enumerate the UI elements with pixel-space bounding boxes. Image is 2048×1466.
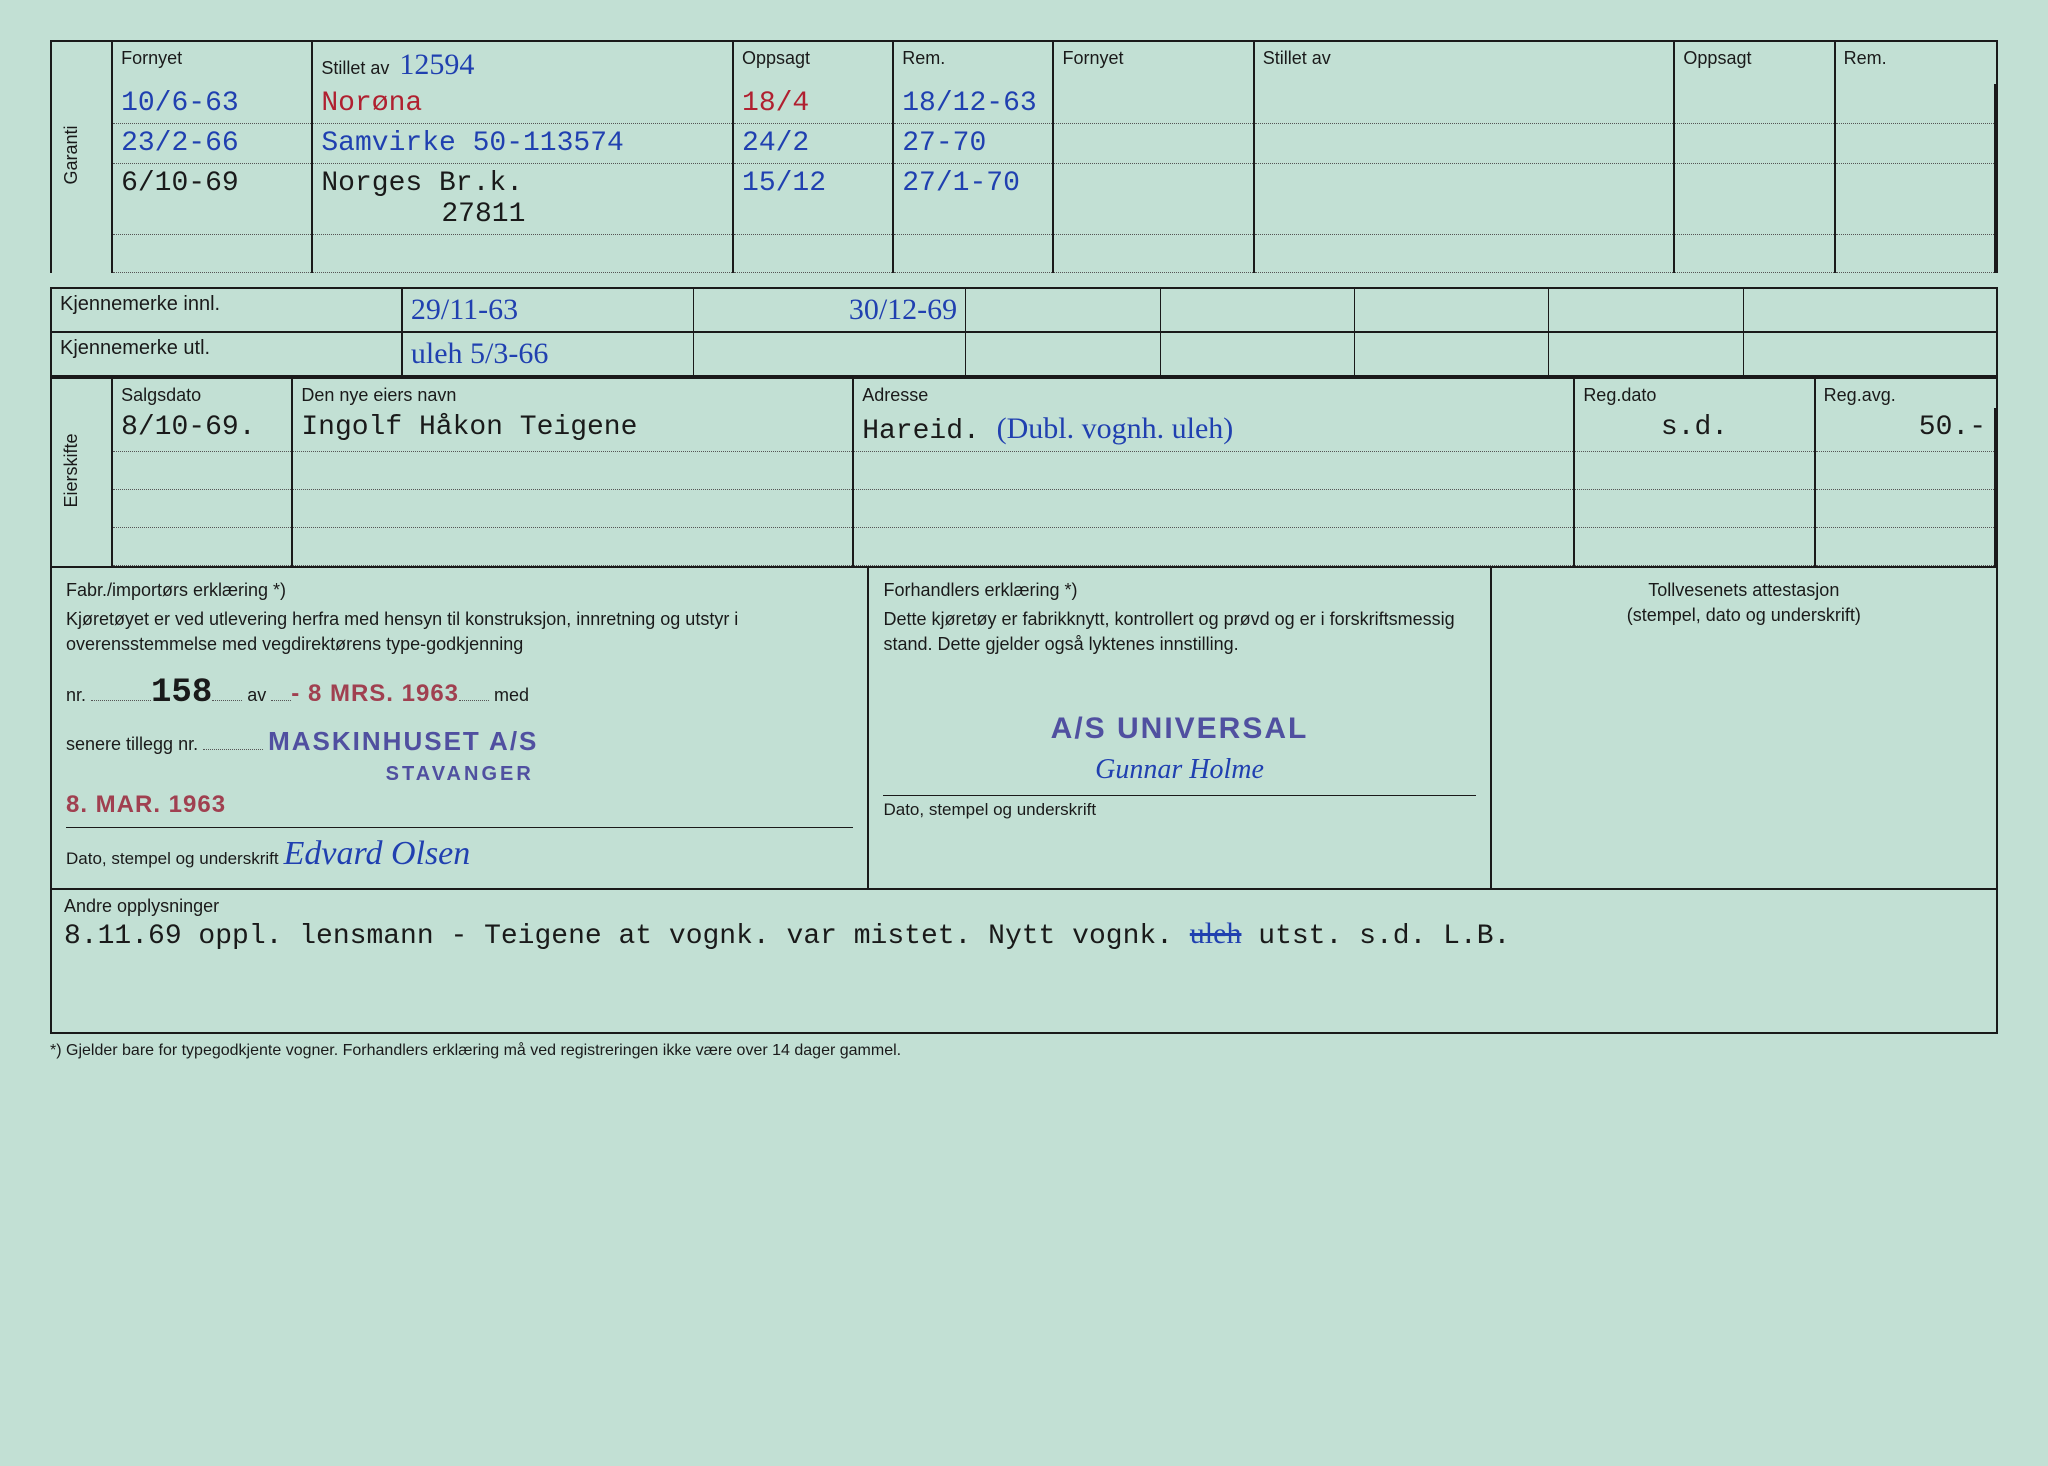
eier-row-3 (52, 490, 1995, 528)
col-rem: Rem. (893, 42, 1053, 84)
fabr-title: Fabr./importørs erklæring *) (66, 578, 853, 603)
footnote: *) Gjelder bare for typegodkjente vogner… (50, 1034, 1998, 1060)
andre-opplysninger-section: Andre opplysninger 8.11.69 oppl. lensman… (50, 888, 1998, 1034)
g3-oppsagt: 15/12 (733, 164, 893, 235)
fabr-nr-val: 158 (151, 674, 212, 712)
g1-fornyet: 10/6-63 (112, 84, 312, 124)
maskinhuset-stamp: MASKINHUSET A/S (268, 726, 538, 756)
e1-dato: 8/10-69. (112, 408, 292, 452)
universal-stamp: A/S UNIVERSAL (883, 708, 1475, 750)
forh-signature: Gunnar Holme (883, 750, 1475, 789)
g2-oppsagt: 24/2 (733, 124, 893, 164)
g2-fornyet: 23/2-66 (112, 124, 312, 164)
e1-regdato: s.d. (1574, 408, 1814, 452)
forhandler-declaration: Forhandlers erklæring *) Dette kjøretøy … (868, 568, 1490, 888)
col-adresse: Adresse (853, 379, 1574, 408)
eierskifte-table: Eierskifte Salgsdato Den nye eiers navn … (52, 379, 1996, 566)
g2-stillet: Samvirke 50-113574 (312, 124, 733, 164)
g1-stillet: Norøna (312, 84, 733, 124)
garanti-header-row: Garanti Fornyet Stillet av 12594 Oppsagt… (52, 42, 1995, 84)
forh-sig-label: Dato, stempel og underskrift (883, 795, 1475, 822)
g1-oppsagt: 18/4 (733, 84, 893, 124)
toll-attestation: Tollvesenets attestasjon (stempel, dato … (1491, 568, 1996, 888)
kjenn-utl-val1: uleh 5/3-66 (402, 332, 694, 375)
garanti-vertical-label: Garanti (52, 42, 112, 273)
g3-fornyet: 6/10-69 (112, 164, 312, 235)
kjennemerke-table: Kjennemerke innl. 29/11-63 30/12-69 Kjen… (52, 289, 1996, 375)
garanti-table: Garanti Fornyet Stillet av 12594 Oppsagt… (52, 42, 1996, 273)
fabr-tillegg-line: senere tillegg nr. MASKINHUSET A/S (66, 723, 853, 759)
g2-rem: 27-70 (893, 124, 1053, 164)
garanti-row-4 (52, 235, 1995, 273)
declarations-section: Fabr./importørs erklæring *) Kjøretøyet … (50, 566, 1998, 888)
col-navn: Den nye eiers navn (292, 379, 853, 408)
andre-text: 8.11.69 oppl. lensmann - Teigene at vogn… (64, 917, 1984, 952)
col-oppsagt: Oppsagt (733, 42, 893, 84)
col-stillet-av2: Stillet av (1254, 42, 1675, 84)
fabr-body: Kjøretøyet er ved utlevering herfra med … (66, 607, 853, 657)
kjenn-utl-label: Kjennemerke utl. (52, 332, 402, 375)
fabr-declaration: Fabr./importørs erklæring *) Kjøretøyet … (52, 568, 868, 888)
declarations-table: Fabr./importørs erklæring *) Kjøretøyet … (52, 568, 1996, 888)
col-fornyet2: Fornyet (1053, 42, 1253, 84)
col-regdato: Reg.dato (1574, 379, 1814, 408)
fabr-date-stamp: 8. MAR. 1963 (66, 788, 853, 822)
forh-body: Dette kjøretøy er fabrikknytt, kontrolle… (883, 607, 1475, 657)
e1-navn: Ingolf Håkon Teigene (292, 408, 853, 452)
col-stillet-av: Stillet av 12594 (312, 42, 733, 84)
fabr-nr-line: nr. 158 av - 8 MRS. 1963 med (66, 670, 853, 718)
g3-rem: 27/1-70 (893, 164, 1053, 235)
kjenn-innl-val2: 30/12-69 (694, 289, 966, 332)
garanti-row-3: 6/10-69 Norges Br.k.27811 15/12 27/1-70 (52, 164, 1995, 235)
col-salgsdato: Salgsdato (112, 379, 292, 408)
stavanger-stamp: STAVANGER (66, 760, 853, 788)
kjenn-innl-val1: 29/11-63 (402, 289, 694, 332)
toll-sub: (stempel, dato og underskrift) (1506, 603, 1982, 628)
eierskifte-header-row: Eierskifte Salgsdato Den nye eiers navn … (52, 379, 1995, 408)
garanti-row-1: 10/6-63 Norøna 18/4 18/12-63 (52, 84, 1995, 124)
eier-row-1: 8/10-69. Ingolf Håkon Teigene Hareid. (D… (52, 408, 1995, 452)
eierskifte-section: Eierskifte Salgsdato Den nye eiers navn … (50, 377, 1998, 566)
garanti-section: Garanti Fornyet Stillet av 12594 Oppsagt… (50, 40, 1998, 273)
e1-adresse: Hareid. (Dubl. vognh. uleh) (853, 408, 1574, 452)
col-regavg: Reg.avg. (1815, 379, 1995, 408)
kjenn-innl-label: Kjennemerke innl. (52, 289, 402, 332)
fabr-av-val: - 8 MRS. 1963 (291, 680, 459, 707)
g3-stillet: Norges Br.k.27811 (312, 164, 733, 235)
fabr-sig-row: Dato, stempel og underskrift Edvard Olse… (66, 827, 853, 878)
kjenn-utl-row: Kjennemerke utl. uleh 5/3-66 (52, 332, 1996, 375)
g1-rem: 18/12-63 (893, 84, 1053, 124)
kjenn-innl-row: Kjennemerke innl. 29/11-63 30/12-69 (52, 289, 1996, 332)
kjennemerke-section: Kjennemerke innl. 29/11-63 30/12-69 Kjen… (50, 287, 1998, 377)
stillet-num-1: 12594 (399, 48, 474, 81)
andre-label: Andre opplysninger (64, 896, 1984, 917)
col-fornyet: Fornyet (112, 42, 312, 84)
col-oppsagt2: Oppsagt (1674, 42, 1834, 84)
eier-row-4 (52, 528, 1995, 566)
toll-title: Tollvesenets attestasjon (1506, 578, 1982, 603)
col-rem2: Rem. (1835, 42, 1995, 84)
fabr-signature: Edvard Olsen (284, 835, 471, 872)
eierskifte-vertical-label: Eierskifte (52, 379, 112, 566)
eier-row-2 (52, 452, 1995, 490)
andre-hand-correction: uleh (1190, 917, 1242, 950)
registration-card: Garanti Fornyet Stillet av 12594 Oppsagt… (0, 0, 2048, 1466)
e1-regavg: 50.- (1815, 408, 1995, 452)
forh-title: Forhandlers erklæring *) (883, 578, 1475, 603)
garanti-row-2: 23/2-66 Samvirke 50-113574 24/2 27-70 (52, 124, 1995, 164)
spacer-1 (50, 273, 1998, 287)
